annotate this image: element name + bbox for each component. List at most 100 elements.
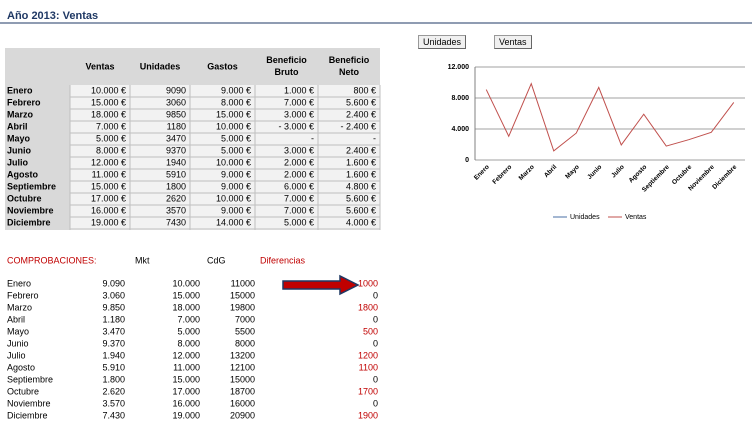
line-series	[485, 82, 735, 152]
cell: 5.600 €	[346, 193, 376, 203]
cell: 4.800 €	[346, 181, 376, 191]
cell: 16.000 €	[91, 205, 126, 215]
check-label: Octubre	[7, 386, 39, 396]
check-cell: 16.000	[172, 398, 200, 408]
check-cell: 7000	[235, 314, 255, 324]
check-header: CdG	[207, 255, 226, 265]
check-cell: 17.000	[172, 386, 200, 396]
check-header: Diferencias	[260, 255, 306, 265]
column-header: Ventas	[85, 61, 114, 71]
cell: 2.000 €	[284, 157, 314, 167]
check-cell: 11000	[231, 278, 255, 288]
check-cell: 0	[373, 398, 378, 408]
check-cell: 12100	[230, 362, 255, 372]
row-label: Febrero	[7, 97, 41, 107]
cell: - 2.400 €	[340, 121, 376, 131]
check-cell: 1800	[358, 302, 378, 312]
cell: 7.000 €	[284, 97, 314, 107]
row-label: Mayo	[7, 133, 31, 143]
legend-label: Ventas	[625, 214, 647, 221]
check-cell: 0	[373, 290, 378, 300]
row-label: Abril	[7, 121, 28, 131]
check-cell: 5.910	[102, 362, 125, 372]
cell: 10.000 €	[216, 193, 251, 203]
cell: 10.000 €	[216, 121, 251, 131]
cell: 17.000 €	[91, 193, 126, 203]
x-tick-label: Octubre	[671, 163, 694, 186]
cell: 9.000 €	[221, 181, 251, 191]
cell: 2620	[166, 193, 186, 203]
check-cell: 8.000	[177, 338, 200, 348]
row-label: Julio	[7, 157, 29, 167]
check-label: Noviembre	[7, 398, 51, 408]
cell: 800 €	[353, 85, 376, 95]
check-cell: 1000	[358, 278, 378, 288]
y-tick-label: 0	[465, 157, 469, 164]
check-cell: 1900	[358, 410, 378, 420]
check-cell: 0	[373, 314, 378, 324]
cell: 9370	[166, 145, 186, 155]
check-cell: 0	[373, 374, 378, 384]
cell: 7430	[166, 217, 186, 227]
cell: -	[311, 133, 314, 143]
x-tick-label: Junio	[586, 164, 603, 181]
check-cell: 9.850	[102, 302, 125, 312]
toggle-button[interactable]: Ventas	[494, 35, 532, 49]
cell: 14.000 €	[216, 217, 251, 227]
row-label: Septiembre	[7, 181, 56, 191]
check-cell: 20900	[230, 410, 255, 420]
check-cell: 1.800	[102, 374, 125, 384]
x-tick-label: Agosto	[628, 164, 649, 185]
cell: 2.000 €	[284, 169, 314, 179]
check-cell: 3.570	[102, 398, 125, 408]
cell: 3470	[166, 133, 186, 143]
cell: 1.000 €	[284, 85, 314, 95]
toggle-button[interactable]: Unidades	[418, 35, 467, 49]
check-label: Mayo	[7, 326, 29, 336]
check-cell: 8000	[235, 338, 255, 348]
check-cell: 15000	[230, 290, 255, 300]
check-cell: 15.000	[172, 290, 200, 300]
cell: 15.000 €	[216, 109, 251, 119]
check-cell: 5500	[235, 326, 255, 336]
cell: 3.000 €	[284, 145, 314, 155]
arrow	[282, 274, 360, 296]
check-label: Marzo	[7, 302, 32, 312]
check-cell: 1.940	[102, 350, 125, 360]
cell: 15.000 €	[91, 181, 126, 191]
plot-area	[475, 67, 745, 160]
cell: 8.000 €	[96, 145, 126, 155]
row-label: Enero	[7, 85, 33, 95]
check-cell: 0	[373, 338, 378, 348]
x-tick-label: Abril	[543, 164, 559, 180]
cell: 3570	[166, 205, 186, 215]
check-cell: 18.000	[172, 302, 200, 312]
check-label: Agosto	[7, 362, 35, 372]
cell: 5.000 €	[96, 133, 126, 143]
check-cell: 500	[363, 326, 378, 336]
cell: 18.000 €	[91, 109, 126, 119]
cell: 8.000 €	[221, 97, 251, 107]
check-header: COMPROBACIONES:	[7, 255, 97, 265]
cell: 5.000 €	[221, 145, 251, 155]
check-label: Febrero	[7, 290, 39, 300]
check-header: Mkt	[135, 255, 150, 265]
x-tick-label: Mayo	[564, 164, 581, 181]
check-cell: 19.000	[172, 410, 200, 420]
legend-label: Unidades	[570, 214, 600, 221]
cell: 1.600 €	[346, 169, 376, 179]
cell: 7.000 €	[284, 205, 314, 215]
cell: 1940	[166, 157, 186, 167]
cell: 9.000 €	[221, 85, 251, 95]
x-tick-label: Diciembre	[711, 163, 738, 190]
row-label: Junio	[7, 145, 32, 155]
row-label: Octubre	[7, 193, 42, 203]
row-label: Diciembre	[7, 217, 51, 227]
cell: 4.000 €	[346, 217, 376, 227]
cell: 1.600 €	[346, 157, 376, 167]
x-tick-label: Julio	[610, 164, 626, 180]
row-label: Marzo	[7, 109, 34, 119]
column-header: Unidades	[140, 61, 181, 71]
column-header: Beneficio Bruto	[266, 55, 307, 77]
